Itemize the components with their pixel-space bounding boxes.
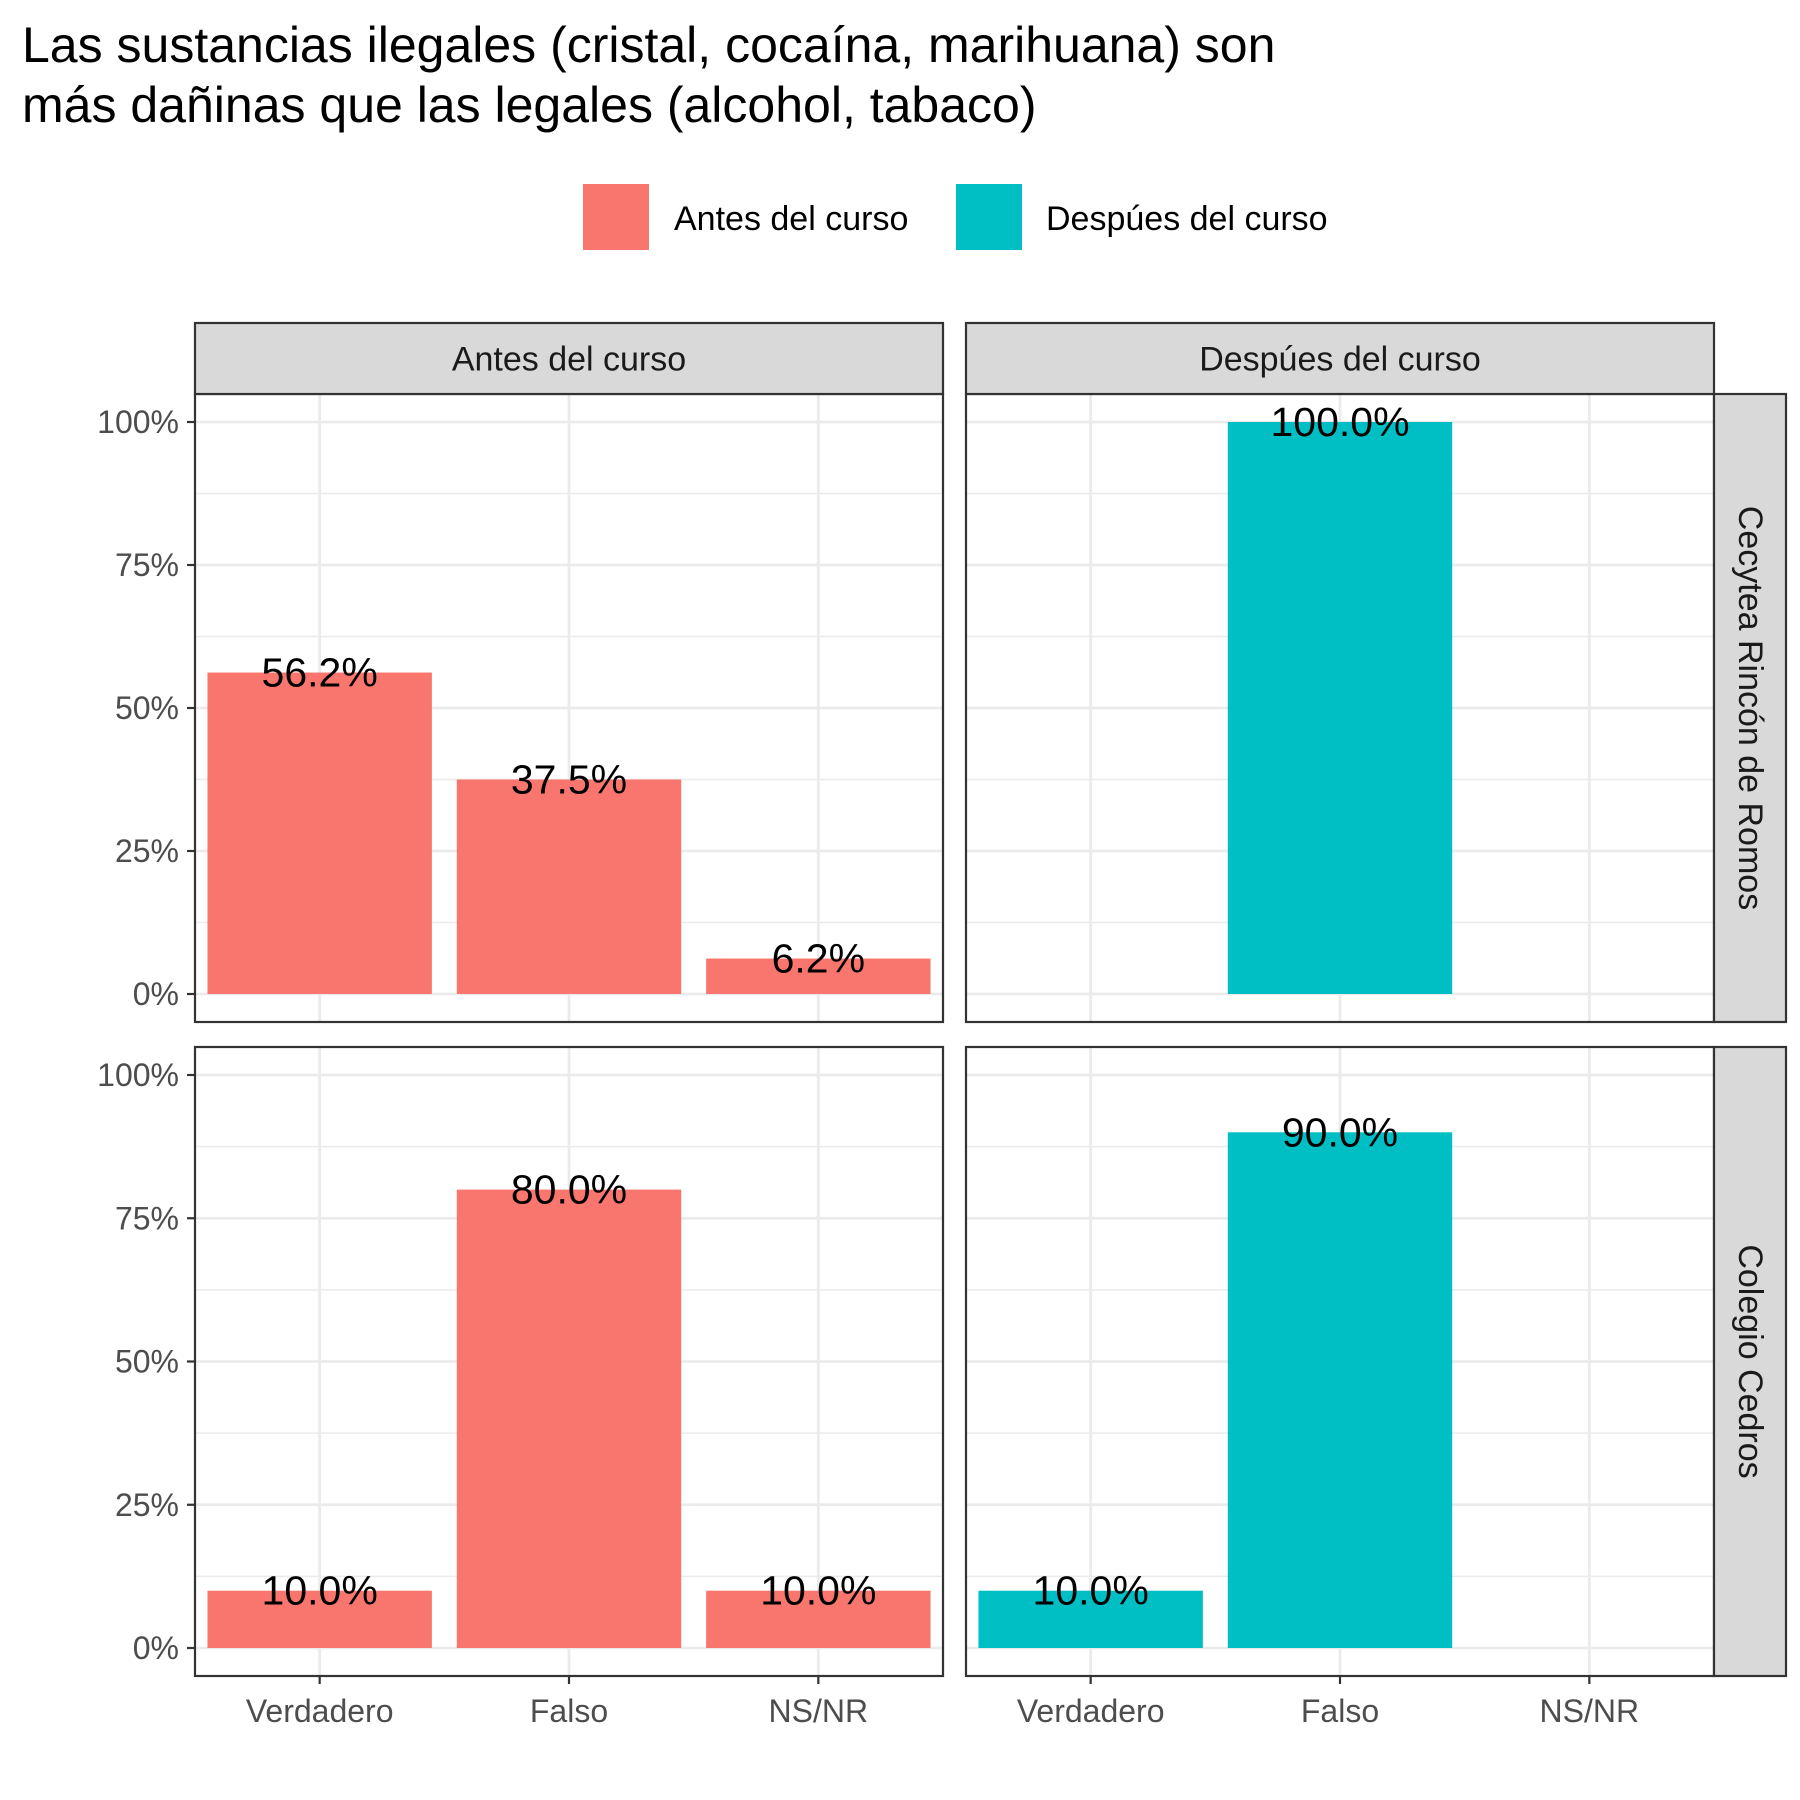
y-tick-label: 75% bbox=[115, 1200, 179, 1236]
bar-data-label: 10.0% bbox=[760, 1568, 876, 1614]
y-tick-label: 25% bbox=[115, 1487, 179, 1523]
bar-data-label: 90.0% bbox=[1282, 1109, 1398, 1155]
y-tick-label: 50% bbox=[115, 1344, 179, 1380]
bar-data-label: 10.0% bbox=[262, 1568, 378, 1614]
panel-r1-c1: 10.0% 90.0% bbox=[964, 1045, 1716, 1678]
legend-swatch-despues bbox=[956, 184, 1022, 250]
bar-falso bbox=[1227, 422, 1453, 994]
bar-data-label: 100.0% bbox=[1270, 399, 1409, 445]
col-strip-label: Antes del curso bbox=[452, 341, 686, 379]
bar-falso bbox=[456, 1189, 682, 1648]
bar-verdadero bbox=[207, 1590, 432, 1648]
legend-swatch-antes bbox=[583, 184, 649, 250]
facet-panels: 56.2%37.5%6.2%100.0%10.0%80.0%10.0% 10.0%… bbox=[97, 321, 1788, 1729]
bar-data-label: 6.2% bbox=[772, 936, 865, 982]
panel-r1-c0: 10.0% 80.0% 10.0% bbox=[193, 1045, 945, 1678]
y-tick-label: 50% bbox=[115, 690, 179, 726]
y-tick-label: 75% bbox=[115, 547, 179, 583]
panel-r0-c0: 56.2% 37.5% 6.2% bbox=[193, 392, 945, 1024]
col-strip-label: Despúes del curso bbox=[1199, 341, 1481, 379]
bar-data-label: 37.5% bbox=[511, 757, 627, 803]
x-tick-label: Verdadero bbox=[1017, 1693, 1165, 1729]
bar-falso bbox=[1227, 1132, 1453, 1648]
row-strip-label: Cecytea Rincón de Romos bbox=[1731, 506, 1769, 910]
bar-verdadero bbox=[978, 1590, 1203, 1648]
row-strip-background bbox=[1712, 392, 1788, 1024]
y-tick-label: 25% bbox=[115, 833, 179, 869]
row-strip-label: Colegio Cedros bbox=[1731, 1244, 1769, 1478]
chart-title: Las sustancias ilegales (cristal, cocaín… bbox=[22, 17, 1275, 133]
y-tick-label: 100% bbox=[97, 404, 179, 440]
bar-data-label: 80.0% bbox=[511, 1167, 627, 1213]
legend-label-antes: Antes del curso bbox=[674, 200, 908, 238]
x-tick-label: Verdadero bbox=[246, 1693, 394, 1729]
chart-title-line-1: Las sustancias ilegales (cristal, cocaín… bbox=[22, 17, 1275, 73]
x-tick-label: Falso bbox=[530, 1693, 608, 1729]
bar-verdadero bbox=[207, 672, 432, 994]
col-strip-background bbox=[193, 321, 945, 396]
bar-ns-nr bbox=[706, 958, 931, 994]
chart-title-line-2: más dañinas que las legales (alcohol, ta… bbox=[22, 77, 1037, 133]
y-tick-label: 0% bbox=[133, 1630, 179, 1666]
x-tick-label: NS/NR bbox=[769, 1693, 869, 1729]
bar-data-label: 56.2% bbox=[262, 650, 378, 696]
x-tick-label: NS/NR bbox=[1540, 1693, 1640, 1729]
panel-r0-c1: 100.0% bbox=[964, 392, 1716, 1024]
legend: Antes del curso Despúes del curso bbox=[583, 184, 1328, 250]
y-tick-label: 0% bbox=[133, 976, 179, 1012]
col-strip-background bbox=[964, 321, 1716, 396]
bar-falso bbox=[456, 779, 682, 994]
legend-label-despues: Despúes del curso bbox=[1046, 200, 1328, 238]
row-strip-background bbox=[1712, 1045, 1788, 1678]
bar-data-label: 10.0% bbox=[1033, 1568, 1149, 1614]
x-tick-label: Falso bbox=[1301, 1693, 1379, 1729]
bar-ns-nr bbox=[706, 1590, 931, 1648]
y-tick-label: 100% bbox=[97, 1057, 179, 1093]
